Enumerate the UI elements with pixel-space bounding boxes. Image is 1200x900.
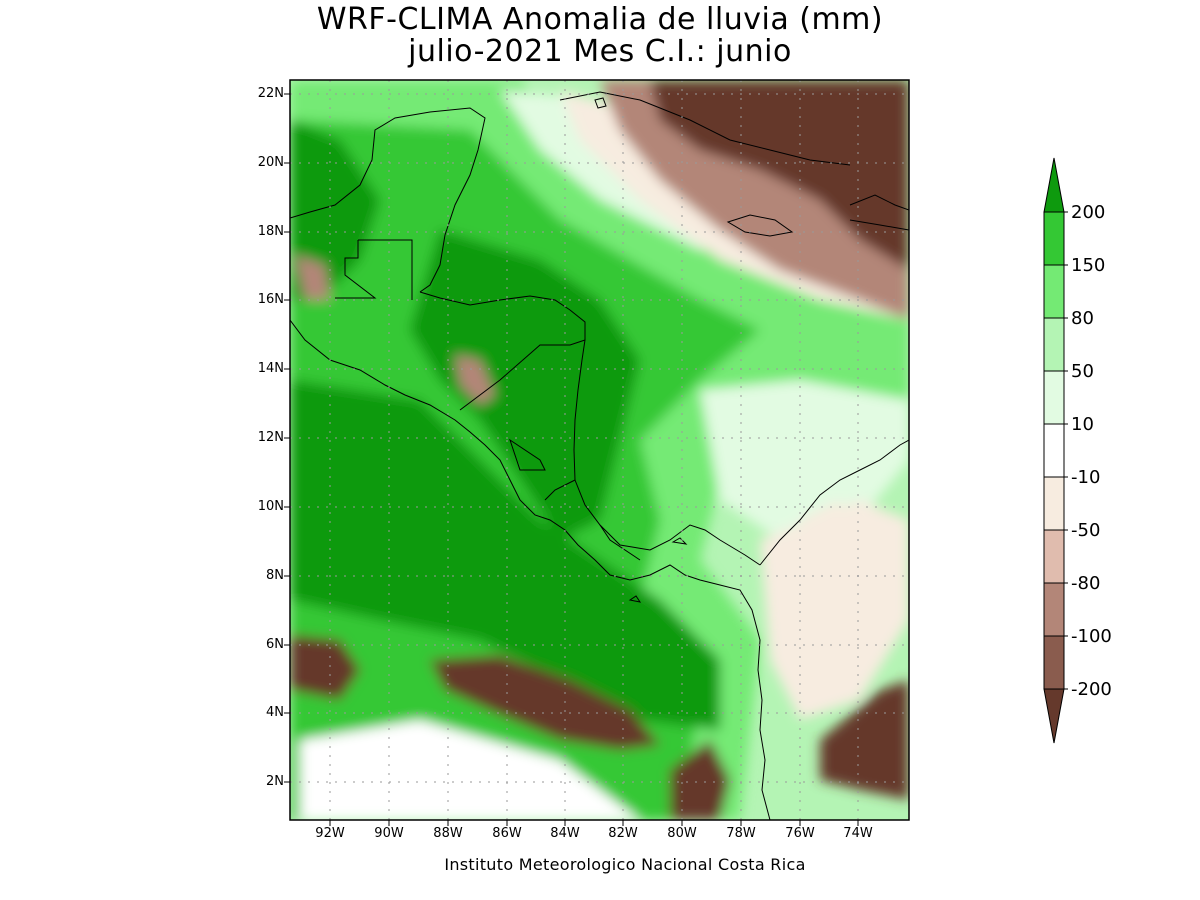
field-slight-dry-colombia	[760, 500, 909, 720]
colorbar-label-10: 10	[1071, 414, 1094, 435]
lon-label-90w: 90W	[374, 826, 404, 841]
colorbar-swatch-10-50	[1043, 370, 1065, 425]
colorbar-bottom-arrow	[1043, 688, 1065, 744]
colorbar-top-arrow	[1043, 157, 1065, 213]
lat-label-10n: 10N	[257, 499, 284, 514]
coast-cuba	[559, 91, 851, 166]
lat-label-18n: 18N	[257, 224, 284, 239]
field-very-dry-southeast	[820, 680, 909, 800]
colorbar	[1043, 157, 1068, 744]
colorbar-label-neg80: -80	[1071, 573, 1101, 594]
colorbar-swatch-neg50-neg80	[1043, 529, 1065, 584]
colorbar-label-neg200: -200	[1071, 679, 1112, 700]
colorbar-label-50: 50	[1071, 361, 1094, 382]
colorbar-swatch-80-150	[1043, 264, 1065, 319]
lon-label-80w: 80W	[667, 826, 697, 841]
field-very-dry-ecuador	[670, 740, 730, 820]
map-title: WRF-CLIMA Anomalia de lluvia (mm)	[316, 2, 884, 37]
lat-label-16n: 16N	[257, 292, 284, 307]
field-dry-patch-mexico	[295, 255, 330, 300]
lon-label-86w: 86W	[492, 826, 522, 841]
coast-caribbean	[419, 291, 761, 566]
colorbar-label-neg10: -10	[1071, 467, 1101, 488]
coastlines	[290, 91, 909, 820]
lon-label-88w: 88W	[433, 826, 463, 841]
lon-label-78w: 78W	[726, 826, 756, 841]
field-dry-patch-honduras	[455, 355, 495, 405]
colorbar-swatch-neg100-neg200	[1043, 635, 1065, 690]
lon-label-82w: 82W	[608, 826, 638, 841]
grid-lines	[290, 80, 909, 820]
border-guatemala	[335, 239, 413, 300]
colorbar-label-neg100: -100	[1071, 626, 1112, 647]
lat-label-12n: 12N	[257, 430, 284, 445]
coast-colombia	[759, 439, 909, 566]
lat-label-22n: 22N	[257, 86, 284, 101]
field-very-dry-pacific-band	[430, 655, 660, 750]
coast-hispaniola	[849, 194, 909, 231]
anomaly-field	[290, 80, 909, 820]
colorbar-swatch-neg10-neg50	[1043, 476, 1065, 531]
lon-label-76w: 76W	[785, 826, 815, 841]
field-very-dry-west	[290, 635, 360, 700]
lon-label-92w: 92W	[315, 826, 345, 841]
map-subtitle: julio-2021 Mes C.I.: junio	[408, 34, 792, 69]
colorbar-swatch-50-80	[1043, 317, 1065, 372]
coast-pacific	[290, 319, 771, 820]
colorbar-label-200: 200	[1071, 202, 1106, 223]
footer-credit: Instituto Meteorologico Nacional Costa R…	[444, 855, 806, 874]
field-very-dry-northeast	[650, 80, 909, 270]
lat-label-6n: 6N	[266, 637, 284, 652]
colorbar-label-150: 150	[1071, 255, 1106, 276]
coast-yucatan	[290, 107, 486, 293]
field-neutral-south	[300, 720, 640, 820]
field-light-wet-east	[700, 380, 909, 540]
colorbar-swatch-neg80-neg100	[1043, 582, 1065, 637]
colorbar-label-neg50: -50	[1071, 520, 1101, 541]
field-strong-wet-caribbean	[410, 230, 640, 540]
lat-label-20n: 20N	[257, 155, 284, 170]
coast-islands	[594, 97, 688, 603]
axis-ticks	[284, 93, 859, 826]
border-costa-rica	[544, 479, 641, 561]
lon-label-74w: 74W	[843, 826, 873, 841]
field-strong-wet-pacific	[290, 380, 720, 730]
lat-label-4n: 4N	[266, 705, 284, 720]
colorbar-swatch-neutral	[1043, 423, 1065, 478]
colorbar-label-80: 80	[1071, 308, 1094, 329]
lat-label-2n: 2N	[266, 774, 284, 789]
lat-label-14n: 14N	[257, 361, 284, 376]
map-frame	[289, 79, 910, 821]
lon-label-84w: 84W	[550, 826, 580, 841]
border-nicaragua	[459, 339, 586, 471]
field-slight-dry-panama	[800, 500, 850, 575]
lat-label-8n: 8N	[266, 568, 284, 583]
colorbar-swatch-150-200	[1043, 211, 1065, 266]
coast-jamaica	[726, 214, 794, 237]
